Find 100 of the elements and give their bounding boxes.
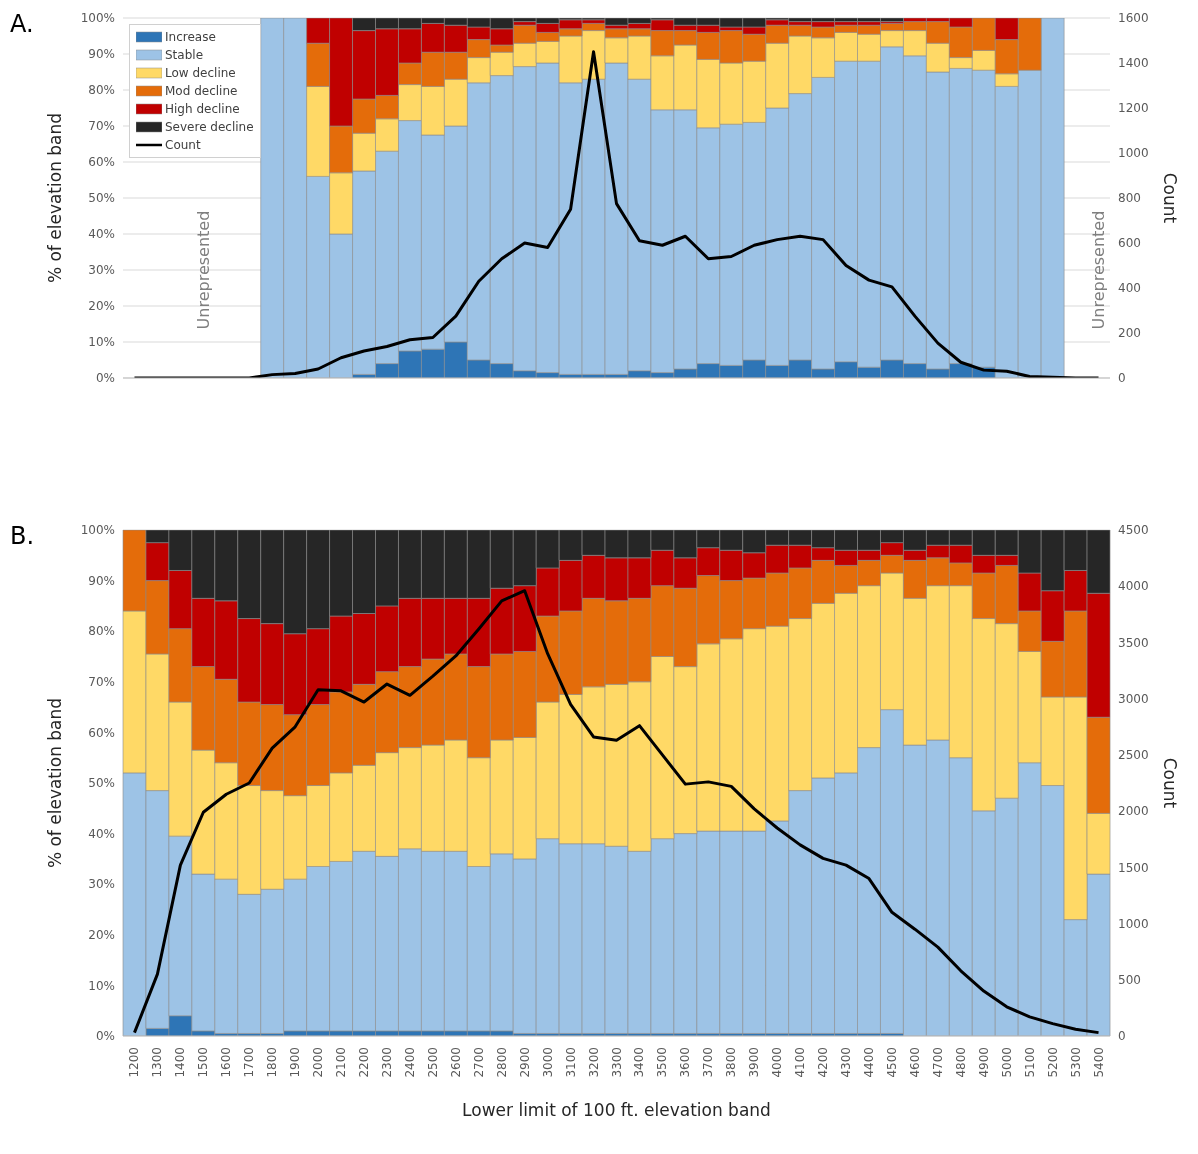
- legend-label: High decline: [165, 102, 240, 116]
- y2-tick-label: 2000: [1118, 804, 1149, 819]
- x-tick-label: 3700: [701, 1047, 716, 1078]
- legend-label: Severe decline: [165, 120, 254, 134]
- x-tick-label: 2200: [357, 1047, 372, 1078]
- y-tick-label: 40%: [88, 227, 115, 242]
- x-tick-label: 4500: [884, 1047, 899, 1078]
- y-tick-label: 50%: [88, 191, 115, 206]
- y2-tick-label: 4000: [1118, 579, 1149, 594]
- x-tick-label: 2500: [425, 1047, 440, 1078]
- y-tick-label: 70%: [88, 675, 115, 690]
- y2-tick-label: 1600: [1118, 11, 1149, 26]
- y2-tick-label: 1200: [1118, 101, 1149, 116]
- x-tick-label: 1600: [219, 1047, 234, 1078]
- y2-tick-label: 0: [1118, 1029, 1126, 1044]
- x-tick-label: 3300: [609, 1047, 624, 1078]
- y-tick-label: 80%: [88, 83, 115, 98]
- x-tick-label: 2600: [448, 1047, 463, 1078]
- x-tick-label: 4000: [770, 1047, 785, 1078]
- x-axis-title: Lower limit of 100 ft. elevation band: [462, 1100, 771, 1120]
- y-tick-label: 100%: [80, 523, 115, 538]
- y-axis-title: % of elevation band: [45, 697, 66, 869]
- y2-tick-label: 1000: [1118, 916, 1149, 931]
- y-tick-label: 30%: [88, 877, 115, 892]
- x-tick-label: 5100: [1022, 1047, 1037, 1078]
- y2-tick-label: 800: [1118, 191, 1141, 206]
- y-tick-label: 90%: [88, 573, 115, 588]
- x-tick-label: 3800: [724, 1047, 739, 1078]
- x-tick-label: 3900: [747, 1047, 762, 1078]
- x-tick-label: 3400: [632, 1047, 647, 1078]
- y-tick-label: 20%: [88, 928, 115, 943]
- y-tick-label: 0%: [95, 1029, 115, 1044]
- x-tick-label: 3600: [678, 1047, 693, 1078]
- y2-tick-label: 200: [1118, 326, 1141, 341]
- y-tick-label: 0%: [95, 371, 115, 386]
- x-tick-label: 4400: [861, 1047, 876, 1078]
- legend-label: Mod decline: [165, 84, 238, 98]
- x-tick-label: 5000: [999, 1047, 1014, 1078]
- x-tick-label: 2000: [311, 1047, 326, 1078]
- x-tick-label: 4100: [793, 1047, 808, 1078]
- x-tick-label: 3000: [540, 1047, 555, 1078]
- y2-tick-label: 3500: [1118, 635, 1149, 650]
- y2-tick-label: 1400: [1118, 56, 1149, 71]
- annotation: Unrepresented: [193, 210, 213, 330]
- x-tick-label: 4300: [839, 1047, 854, 1078]
- x-tick-label: 5400: [1091, 1047, 1106, 1078]
- y2-axis-title: Count: [1159, 757, 1180, 809]
- x-tick-label: 1300: [150, 1047, 165, 1078]
- annotation: Unrepresented: [1089, 210, 1109, 330]
- y-tick-label: 10%: [88, 335, 115, 350]
- legend-label: Count: [165, 138, 201, 152]
- x-tick-label: 2700: [471, 1047, 486, 1078]
- x-tick-label: 4600: [907, 1047, 922, 1078]
- legend-label: Stable: [165, 48, 204, 62]
- x-tick-label: 3500: [655, 1047, 670, 1078]
- y-tick-label: 100%: [80, 11, 115, 26]
- y2-axis-title: Count: [1159, 172, 1180, 224]
- x-tick-label: 1900: [288, 1047, 303, 1078]
- x-tick-label: 3100: [563, 1047, 578, 1078]
- y-tick-label: 40%: [88, 826, 115, 841]
- y2-tick-label: 500: [1118, 973, 1141, 988]
- y2-tick-label: 400: [1118, 281, 1141, 296]
- y2-tick-label: 600: [1118, 236, 1141, 251]
- x-tick-label: 2400: [402, 1047, 417, 1078]
- x-tick-label: 4800: [953, 1047, 968, 1078]
- y2-tick-label: 4500: [1118, 523, 1149, 538]
- y-tick-label: 50%: [88, 776, 115, 791]
- y-tick-label: 90%: [88, 47, 115, 62]
- text: A.: [10, 10, 34, 38]
- x-tick-label: 1800: [265, 1047, 280, 1078]
- x-tick-label: 2300: [379, 1047, 394, 1078]
- y-tick-label: 10%: [88, 978, 115, 993]
- x-tick-label: 2100: [334, 1047, 349, 1078]
- y-tick-label: 80%: [88, 624, 115, 639]
- x-tick-label: 5200: [1045, 1047, 1060, 1078]
- y-tick-label: 20%: [88, 299, 115, 314]
- x-tick-label: 3200: [586, 1047, 601, 1078]
- x-tick-label: 4900: [976, 1047, 991, 1078]
- x-tick-label: 1700: [242, 1047, 257, 1078]
- y2-tick-label: 0: [1118, 371, 1126, 386]
- y2-tick-label: 3000: [1118, 691, 1149, 706]
- y-tick-label: 70%: [88, 119, 115, 134]
- y-tick-label: 60%: [88, 155, 115, 170]
- y-tick-label: 60%: [88, 725, 115, 740]
- x-tick-label: 1500: [196, 1047, 211, 1078]
- x-tick-label: 1400: [173, 1047, 188, 1078]
- y2-tick-label: 2500: [1118, 748, 1149, 763]
- legend-label: Increase: [165, 30, 216, 44]
- text: B.: [10, 522, 35, 550]
- x-tick-label: 2900: [517, 1047, 532, 1078]
- x-tick-label: 4200: [816, 1047, 831, 1078]
- x-tick-label: 2800: [494, 1047, 509, 1078]
- y-axis-title: % of elevation band: [45, 112, 66, 284]
- x-tick-label: 1200: [127, 1047, 142, 1078]
- y-tick-label: 30%: [88, 263, 115, 278]
- legend-label: Low decline: [165, 66, 236, 80]
- y2-tick-label: 1000: [1118, 146, 1149, 161]
- x-tick-label: 4700: [930, 1047, 945, 1078]
- x-tick-label: 5300: [1068, 1047, 1083, 1078]
- y2-tick-label: 1500: [1118, 860, 1149, 875]
